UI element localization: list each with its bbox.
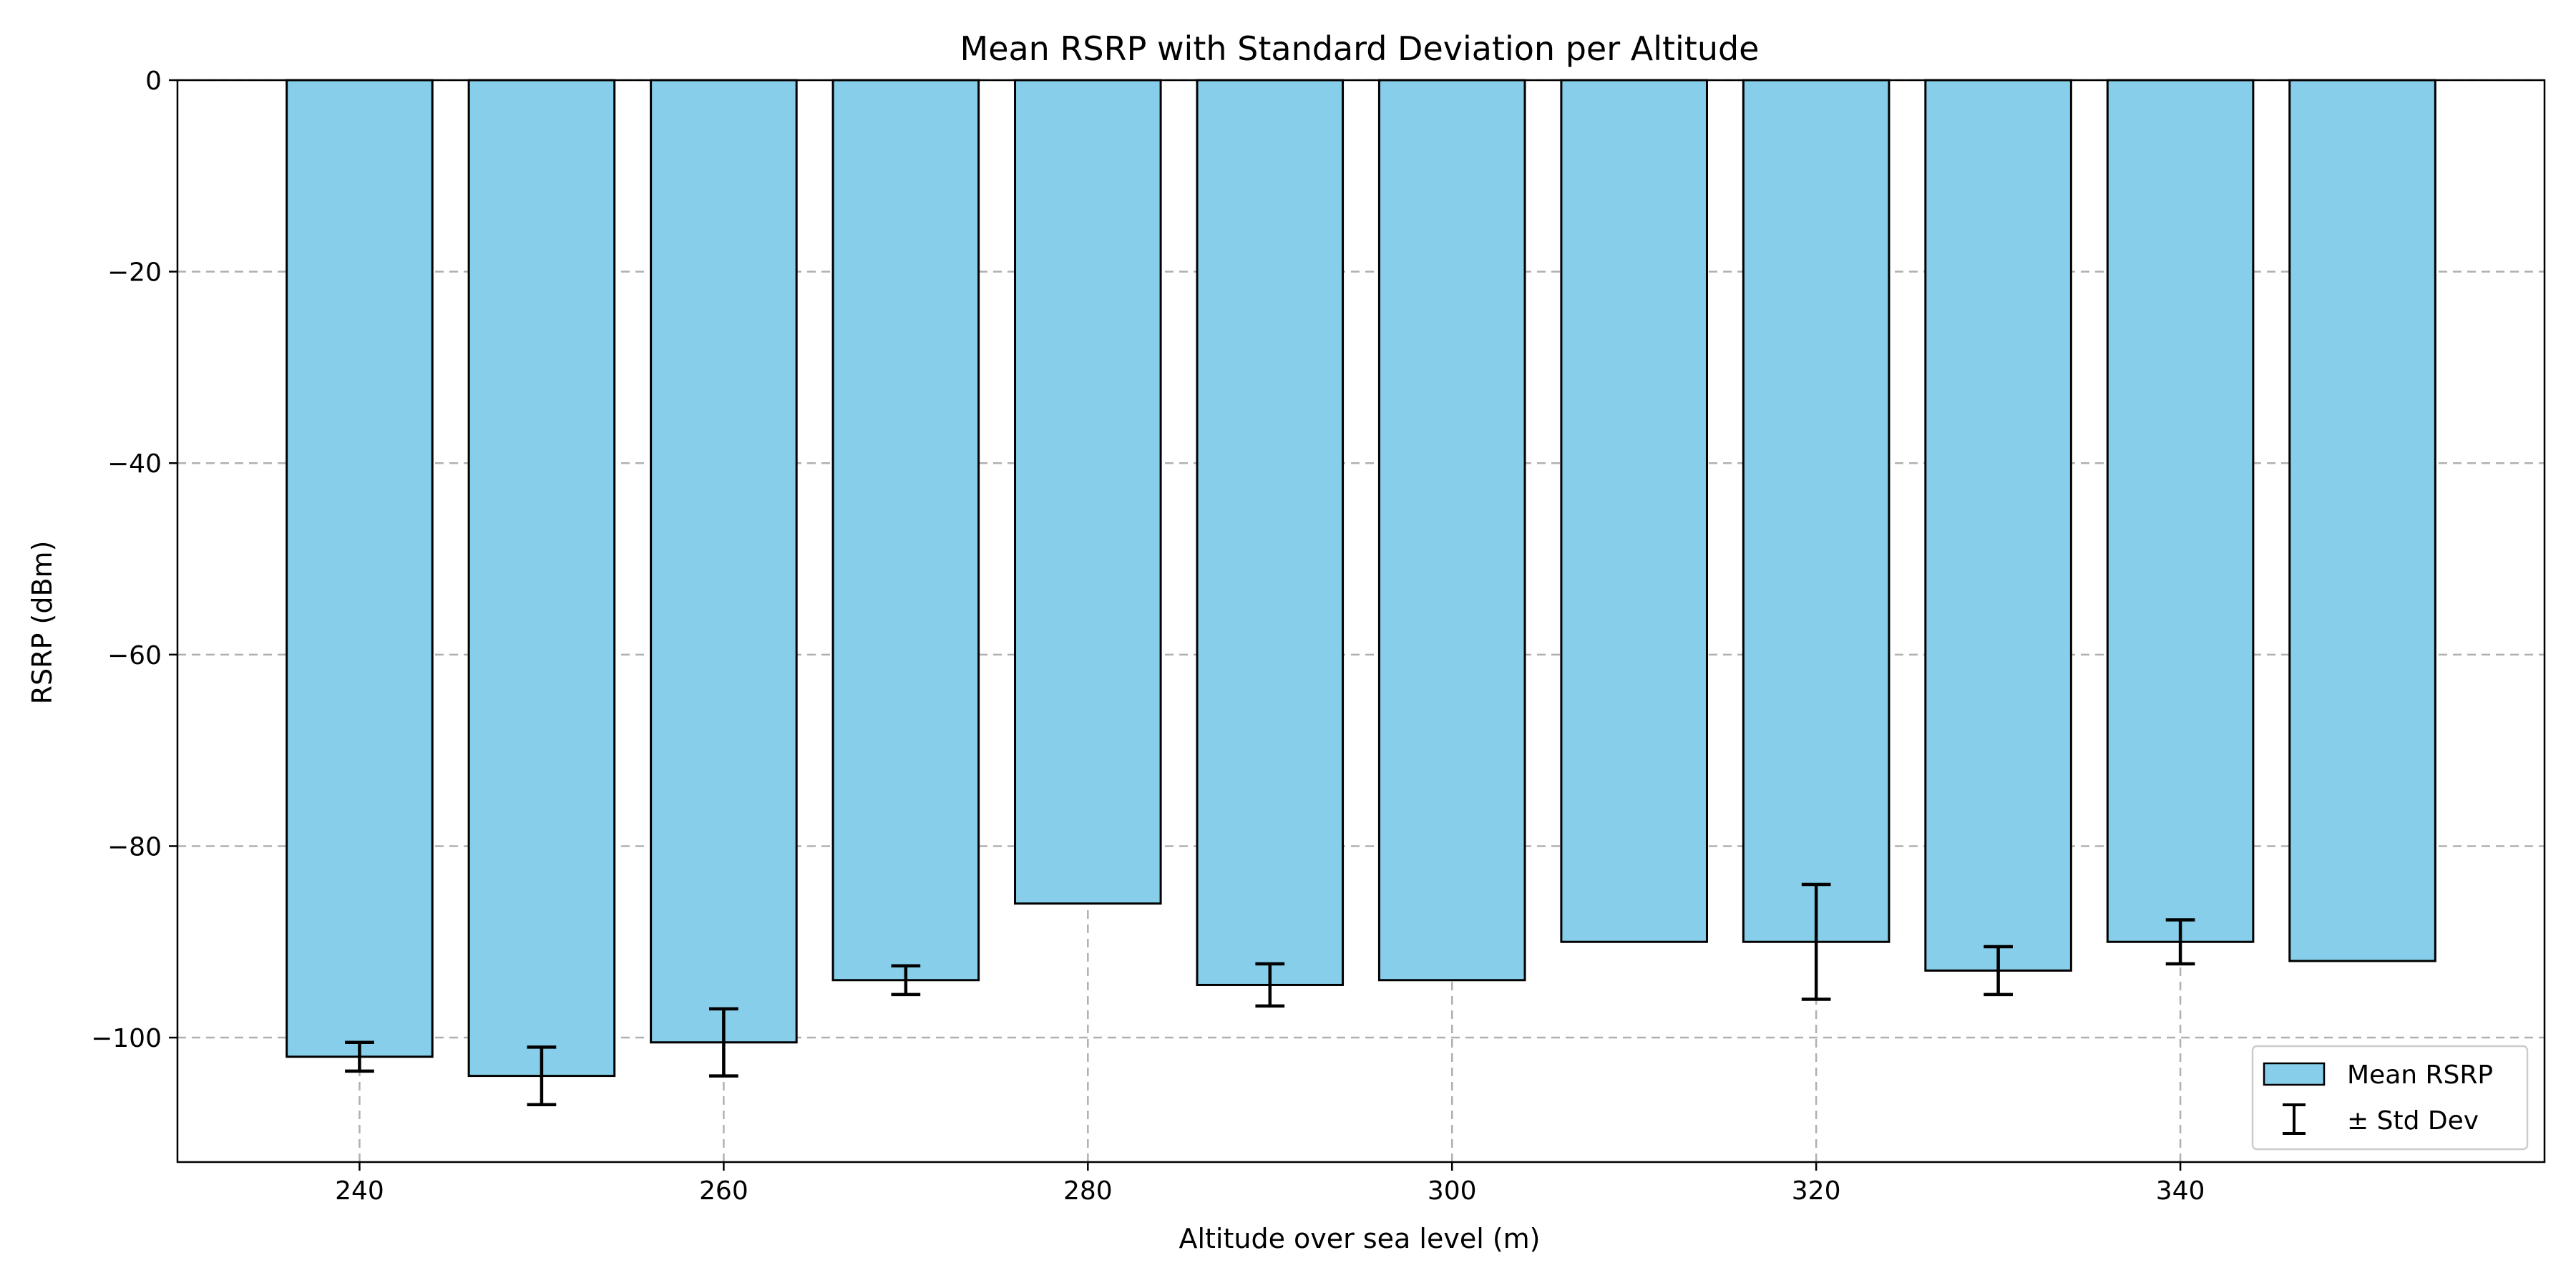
bar <box>1924 79 2072 972</box>
error-bar <box>345 1040 374 1073</box>
x-tick-label: 240 <box>335 1176 384 1206</box>
y-axis-ticks: 0 −20 −40 −60 −80 −100 <box>91 67 177 1053</box>
bars <box>286 79 2436 1078</box>
y-tick-label: −60 <box>107 641 162 670</box>
bar <box>650 79 798 1044</box>
legend-swatch-mean-rsrp <box>2263 1062 2326 1086</box>
error-bar <box>527 1045 557 1106</box>
error-bar <box>891 964 921 997</box>
bar <box>286 79 434 1058</box>
bar <box>467 79 616 1078</box>
y-tick-label: −100 <box>91 1024 162 1053</box>
error-bar <box>1984 945 2013 997</box>
error-bar <box>1801 882 1831 1001</box>
chart-title: Mean RSRP with Standard Deviation per Al… <box>960 29 1760 68</box>
x-tick-label: 260 <box>699 1176 748 1206</box>
error-bar <box>2165 918 2195 966</box>
y-tick-label: −20 <box>107 258 162 288</box>
error-bar <box>1255 962 1285 1008</box>
bar <box>1742 79 1890 943</box>
x-tick-label: 280 <box>1063 1176 1113 1206</box>
plot-frame <box>176 79 2546 1163</box>
bar <box>1196 79 1345 986</box>
legend-error-bar-icon <box>2283 1103 2306 1135</box>
bar <box>2106 79 2255 943</box>
y-tick-label: −80 <box>107 832 162 862</box>
x-tick-label: 340 <box>2156 1176 2205 1206</box>
bar <box>1560 79 1708 943</box>
bar <box>831 79 980 982</box>
bar <box>1377 79 1526 982</box>
error-bars <box>345 882 2195 1106</box>
bar <box>2288 79 2436 962</box>
bar <box>1014 79 1162 905</box>
x-tick-label: 320 <box>1792 1176 1841 1206</box>
legend-label-mean-rsrp: Mean RSRP <box>2347 1060 2493 1090</box>
legend: Mean RSRP ± Std Dev <box>2251 1045 2529 1151</box>
y-tick-label: 0 <box>145 67 162 96</box>
legend-label-std-dev: ± Std Dev <box>2347 1106 2479 1136</box>
y-axis-title: RSRP (dBm) <box>26 541 58 705</box>
y-tick-label: −40 <box>107 449 162 479</box>
x-tick-label: 300 <box>1428 1176 1477 1206</box>
x-axis-ticks: 240 260 280 300 320 340 <box>335 1162 2205 1206</box>
error-bar <box>709 1007 738 1078</box>
x-axis-title: Altitude over sea level (m) <box>1179 1223 1540 1254</box>
